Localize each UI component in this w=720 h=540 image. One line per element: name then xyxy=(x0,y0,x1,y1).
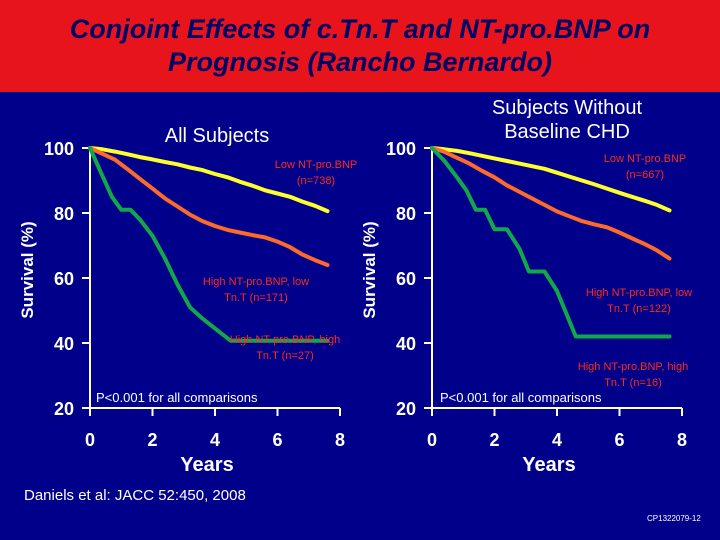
title-bar: Conjoint Effects of c.Tn.T and NT-pro.BN… xyxy=(0,0,720,92)
x-tick-label: 6 xyxy=(272,430,282,450)
y-tick-label: 80 xyxy=(396,204,416,224)
y-tick-label: 40 xyxy=(396,334,416,354)
slide-code: CP1322079-12 xyxy=(647,514,701,523)
x-tick-label: 8 xyxy=(677,430,687,450)
x-tick-label: 2 xyxy=(147,430,157,450)
chart-title: Subjects Without xyxy=(492,97,643,119)
y-tick-label: 60 xyxy=(54,269,74,289)
y-axis-label: Survival (%) xyxy=(360,221,379,318)
series-label: Tn.T (n=27) xyxy=(256,350,314,362)
y-tick-label: 80 xyxy=(54,204,74,224)
y-tick-label: 40 xyxy=(54,334,74,354)
p-value-annotation: P<0.001 for all comparisons xyxy=(96,390,258,405)
series-line-2 xyxy=(430,146,672,261)
y-tick-label: 60 xyxy=(396,269,416,289)
series-line-1 xyxy=(430,146,672,213)
slide-title-line-1: Conjoint Effects of c.Tn.T and NT-pro.BN… xyxy=(69,14,651,44)
series-label: Tn.T (n=16) xyxy=(604,377,662,389)
series-label: (n=667) xyxy=(626,169,664,181)
series-label: Tn.T (n=171) xyxy=(224,292,288,304)
series-line-3 xyxy=(88,146,330,343)
series-label: Low NT-pro.BNP xyxy=(604,153,687,165)
x-tick-label: 0 xyxy=(427,430,437,450)
x-tick-label: 0 xyxy=(85,430,95,450)
x-tick-label: 4 xyxy=(210,430,220,450)
series-line-2 xyxy=(88,146,330,267)
x-tick-label: 6 xyxy=(614,430,624,450)
x-tick-label: 8 xyxy=(335,430,345,450)
series-label: (n=738) xyxy=(297,175,335,187)
x-tick-label: 4 xyxy=(552,430,562,450)
y-tick-label: 100 xyxy=(44,139,74,159)
y-tick-label: 100 xyxy=(386,139,416,159)
x-axis-label: Years xyxy=(522,454,575,476)
x-axis-label: Years xyxy=(180,454,233,476)
series-label: High NT-pro.BNP, low xyxy=(203,276,309,288)
series-label: High NT-pro.BNP, high xyxy=(230,334,340,346)
citation: Daniels et al: JACC 52:450, 2008 xyxy=(24,487,246,504)
y-tick-label: 20 xyxy=(396,399,416,419)
series-label: High NT-pro.BNP, low xyxy=(586,287,692,299)
chart-title: All Subjects xyxy=(165,125,270,147)
slide-title-line-2: Prognosis (Rancho Bernardo) xyxy=(167,47,553,77)
y-tick-label: 20 xyxy=(54,399,74,419)
series-line-3 xyxy=(430,146,672,339)
series-line-1 xyxy=(88,146,330,214)
series-label: High NT-pro.BNP, high xyxy=(578,361,688,373)
y-axis-label: Survival (%) xyxy=(18,221,37,318)
x-tick-label: 2 xyxy=(489,430,499,450)
chart-title: Baseline CHD xyxy=(504,121,630,143)
series-label: Tn.T (n=122) xyxy=(607,303,671,315)
series-label: Low NT-pro.BNP xyxy=(275,159,358,171)
p-value-annotation: P<0.001 for all comparisons xyxy=(440,390,602,405)
